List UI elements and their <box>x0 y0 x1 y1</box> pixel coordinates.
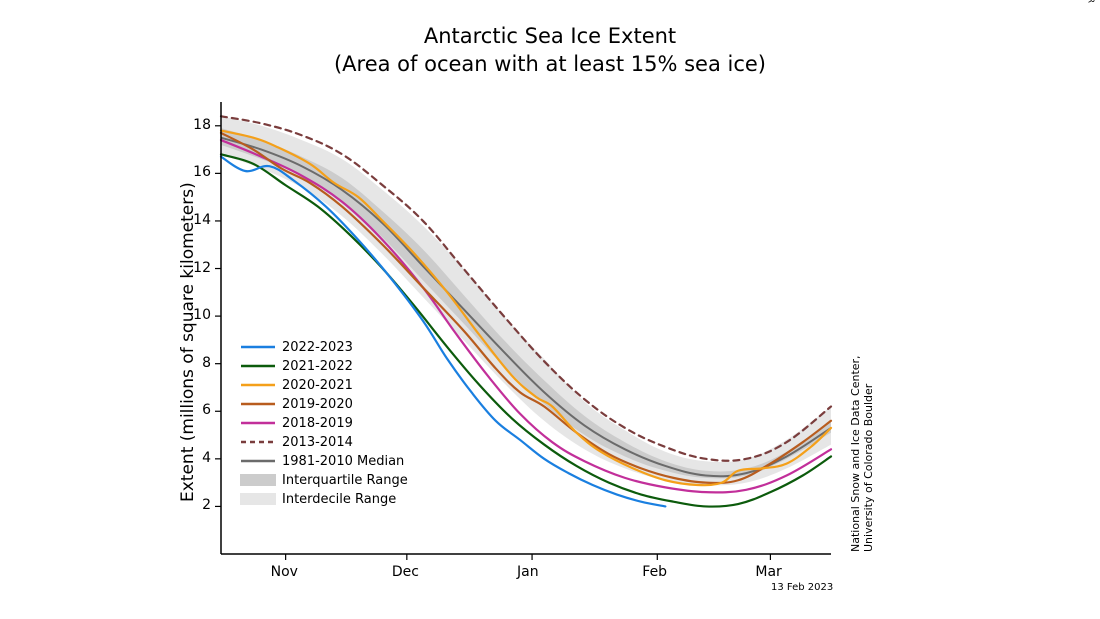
side-source-text: NATIONAL SNOW AND ICE DATA CENTER <box>1087 0 1096 4</box>
legend-label: Interquartile Range <box>282 473 408 488</box>
legend-row: 2018-2019 <box>240 414 408 432</box>
legend-label: 2019-2020 <box>282 397 353 412</box>
legend-row: Interdecile Range <box>240 490 408 508</box>
x-tick-label: Jan <box>517 564 539 580</box>
y-axis-label: Extent (millions of square kilometers) <box>178 182 198 502</box>
legend-row: 1981-2010 Median <box>240 452 408 470</box>
legend-swatch <box>240 397 276 411</box>
legend-row: 2020-2021 <box>240 376 408 394</box>
legend-swatch <box>240 340 276 354</box>
legend-swatch <box>240 454 276 468</box>
x-tick-label: Mar <box>755 564 781 580</box>
legend-row: 2013-2014 <box>240 433 408 451</box>
legend-label: 2021-2022 <box>282 359 353 374</box>
legend-swatch <box>240 474 276 486</box>
y-tick-label: 4 <box>202 450 211 466</box>
attribution-text: National Snow and Ice Data Center, Unive… <box>849 301 875 552</box>
chart-stage: Antarctic Sea Ice Extent (Area of ocean … <box>0 0 1100 619</box>
y-tick-label: 12 <box>193 260 211 276</box>
y-tick-label: 14 <box>193 212 211 228</box>
legend-row: 2022-2023 <box>240 338 408 356</box>
chart-title-line1: Antarctic Sea Ice Extent <box>0 24 1100 48</box>
x-tick-label: Feb <box>642 564 667 580</box>
y-tick-label: 8 <box>202 355 211 371</box>
legend-label: 2018-2019 <box>282 416 353 431</box>
y-tick-label: 10 <box>193 307 211 323</box>
y-tick-label: 16 <box>193 164 211 180</box>
date-stamp: 13 Feb 2023 <box>771 582 833 593</box>
legend-swatch <box>240 359 276 373</box>
legend-swatch <box>240 378 276 392</box>
y-tick-label: 18 <box>193 117 211 133</box>
y-tick-label: 6 <box>202 402 211 418</box>
legend-swatch <box>240 435 276 449</box>
legend-label: 1981-2010 Median <box>282 454 404 469</box>
legend-label: 2020-2021 <box>282 378 353 393</box>
chart-title-line2: (Area of ocean with at least 15% sea ice… <box>0 52 1100 76</box>
legend-swatch <box>240 493 276 505</box>
legend-label: 2022-2023 <box>282 340 353 355</box>
x-tick-label: Dec <box>392 564 419 580</box>
legend-label: Interdecile Range <box>282 492 396 507</box>
legend-row: Interquartile Range <box>240 471 408 489</box>
legend-label: 2013-2014 <box>282 435 353 450</box>
x-tick-label: Nov <box>271 564 298 580</box>
legend-row: 2019-2020 <box>240 395 408 413</box>
legend: 2022-2023 2021-2022 2020-2021 2019-2020 2018… <box>240 338 408 509</box>
legend-swatch <box>240 416 276 430</box>
legend-row: 2021-2022 <box>240 357 408 375</box>
y-tick-label: 2 <box>202 497 211 513</box>
